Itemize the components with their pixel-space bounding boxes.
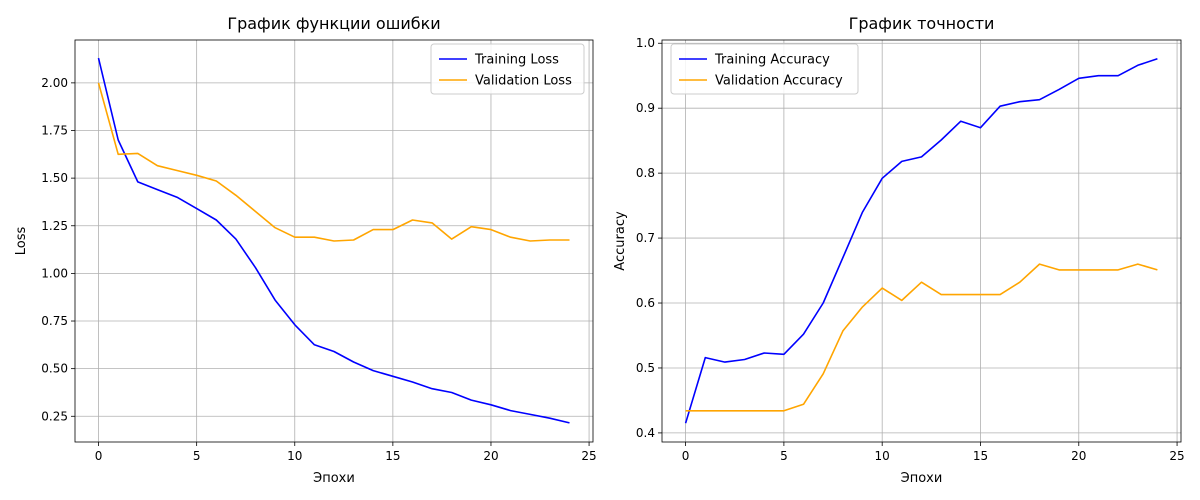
x-tick-label: 25 bbox=[1169, 449, 1184, 463]
accuracy-chart-panel: 0 5 10 15 20 25 0.4 0.5 0.6 0.7 0.8 0.9 1.0 График то… bbox=[613, 14, 1185, 486]
x-axis-label: Эпохи bbox=[901, 471, 943, 486]
x-tick-label: 15 bbox=[385, 449, 400, 463]
y-tick-label: 0.9 bbox=[636, 101, 655, 115]
y-tick-label: 1.00 bbox=[41, 266, 68, 280]
y-tick-label: 0.50 bbox=[41, 362, 68, 376]
y-tick-label: 1.0 bbox=[636, 36, 655, 50]
y-axis-label: Loss bbox=[14, 227, 29, 256]
y-axis-label: Accuracy bbox=[613, 211, 628, 271]
x-tick-label: 10 bbox=[287, 449, 302, 463]
grid bbox=[662, 40, 1181, 442]
x-tick-label: 5 bbox=[780, 449, 788, 463]
legend: Training Accuracy Validation Accuracy bbox=[670, 43, 859, 95]
x-tick-label: 20 bbox=[483, 449, 498, 463]
legend-label: Training Loss bbox=[474, 53, 559, 68]
plot-frame bbox=[661, 39, 1182, 443]
x-tick-label: 0 bbox=[682, 449, 690, 463]
y-tick-label: 0.4 bbox=[636, 426, 655, 440]
legend-label: Validation Accuracy bbox=[715, 74, 843, 89]
chart-title: График функции ошибки bbox=[227, 14, 440, 33]
y-tick-label: 2.00 bbox=[41, 76, 68, 90]
y-tick-label: 1.25 bbox=[41, 219, 68, 233]
y-tick-label: 0.25 bbox=[41, 409, 68, 423]
y-tick-label: 1.50 bbox=[41, 171, 68, 185]
y-tick-label: 0.6 bbox=[636, 296, 655, 310]
legend-label: Training Accuracy bbox=[714, 53, 830, 68]
x-tick-label: 15 bbox=[973, 449, 988, 463]
legend: Training Loss Validation Loss bbox=[430, 43, 585, 95]
x-tick-label: 20 bbox=[1071, 449, 1086, 463]
series-line-validation-accuracy bbox=[685, 263, 1158, 412]
chart-title: График точности bbox=[849, 14, 995, 33]
y-tick-label: 0.5 bbox=[636, 361, 655, 375]
y-tick-label: 0.7 bbox=[636, 231, 655, 245]
x-tick-label: 5 bbox=[193, 449, 201, 463]
series-line-validation-loss bbox=[97, 82, 570, 242]
loss-chart-panel: 0 5 10 15 20 25 0.25 0.50 0.75 1.00 1.25 1.50 1.75 2.… bbox=[14, 14, 597, 486]
x-tick-label: 0 bbox=[95, 449, 103, 463]
y-tick-label: 0.8 bbox=[636, 166, 655, 180]
y-tick-label: 0.75 bbox=[41, 314, 68, 328]
legend-box bbox=[670, 43, 859, 95]
series-line-training-loss bbox=[97, 57, 570, 424]
series-line-training-accuracy bbox=[684, 58, 1158, 424]
x-axis-label: Эпохи bbox=[313, 471, 355, 486]
x-tick-label: 10 bbox=[875, 449, 890, 463]
legend-box bbox=[430, 43, 585, 95]
legend-label: Validation Loss bbox=[475, 74, 572, 89]
y-tick-label: 1.75 bbox=[41, 123, 68, 137]
x-tick-label: 25 bbox=[581, 449, 596, 463]
plot-frame bbox=[74, 39, 594, 443]
